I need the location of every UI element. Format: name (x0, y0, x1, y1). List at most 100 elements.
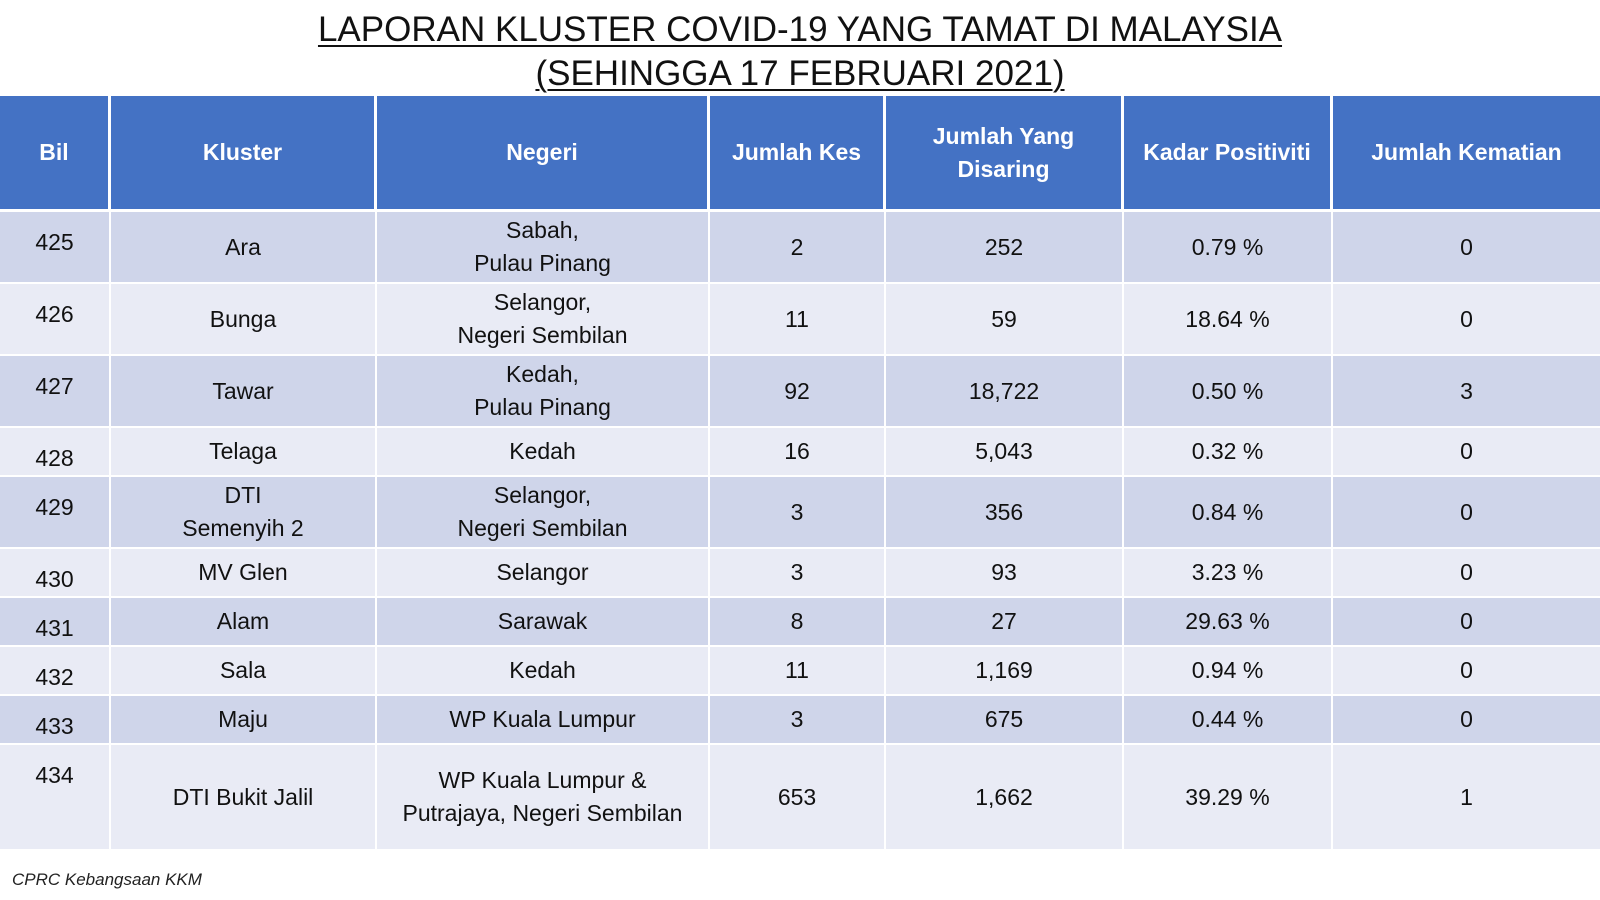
header-kadar-positiviti: Kadar Positiviti (1124, 96, 1333, 212)
cell-negeri-line: Selangor (496, 559, 589, 585)
cell-bil: 432 (0, 647, 111, 696)
table-row: 429 DTI Semenyih 2 Selangor, Negeri Sembilan… (0, 477, 1600, 549)
cell-jumlah-kes: 11 (710, 647, 886, 696)
cell-kluster: Sala (111, 647, 377, 696)
cell-jumlah-kes: 653 (710, 745, 886, 851)
cell-negeri-line: WP Kuala Lumpur & (438, 767, 647, 793)
cell-kluster-line: Sala (219, 657, 267, 683)
cell-kluster: Bunga (111, 284, 377, 356)
cell-kluster-line: MV Glen (198, 559, 288, 585)
cell-bil: 430 (0, 549, 111, 598)
report-title-line1: LAPORAN KLUSTER COVID-19 YANG TAMAT DI M… (317, 10, 1283, 49)
report-title-line2: (SEHINGGA 17 FEBRUARI 2021) (535, 54, 1065, 93)
cell-negeri-line: Sarawak (497, 608, 588, 634)
table-row: 434 DTI Bukit Jalil WP Kuala Lumpur & Putra… (0, 745, 1600, 851)
cell-jumlah-disaring: 675 (886, 696, 1124, 745)
cell-kadar-positiviti: 0.79 % (1124, 212, 1333, 284)
report-title: LAPORAN KLUSTER COVID-19 YANG TAMAT DI M… (0, 8, 1600, 96)
cell-jumlah-kes: 11 (710, 284, 886, 356)
cell-jumlah-kes: 16 (710, 428, 886, 477)
cell-kluster: MV Glen (111, 549, 377, 598)
cell-jumlah-kes: 92 (710, 356, 886, 428)
header-kluster: Kluster (111, 96, 377, 212)
cell-jumlah-kes: 8 (710, 598, 886, 647)
cell-negeri-line: Negeri Sembilan (457, 322, 628, 348)
cell-negeri-line: Sabah, (506, 217, 579, 243)
cell-negeri: WP Kuala Lumpur (377, 696, 710, 745)
cell-jumlah-kes: 3 (710, 549, 886, 598)
cell-jumlah-disaring: 93 (886, 549, 1124, 598)
cell-jumlah-kematian: 0 (1333, 284, 1600, 356)
cell-jumlah-kes: 3 (710, 696, 886, 745)
cell-kadar-positiviti: 0.94 % (1124, 647, 1333, 696)
table-row: 427 Tawar Kedah, Pulau Pinang 92 18,722 0.50 %… (0, 356, 1600, 428)
source-footer: CPRC Kebangsaan KKM (12, 870, 202, 889)
cell-kadar-positiviti: 29.63 % (1124, 598, 1333, 647)
cell-negeri: Kedah (377, 428, 710, 477)
cell-negeri: Selangor, Negeri Sembilan (377, 284, 710, 356)
cell-jumlah-disaring: 1,169 (886, 647, 1124, 696)
cell-kluster-line: Ara (225, 233, 261, 260)
cell-negeri-line: Pulau Pinang (474, 394, 611, 420)
header-jumlah-disaring: Jumlah Yang Disaring (886, 96, 1124, 212)
cell-jumlah-disaring: 252 (886, 212, 1124, 284)
cell-negeri: Selangor (377, 549, 710, 598)
cell-jumlah-kematian: 0 (1333, 647, 1600, 696)
cluster-table: Bil Kluster Negeri Jumlah Kes Jumlah Yan… (0, 96, 1600, 851)
header-bil: Bil (0, 96, 111, 212)
cell-bil: 434 (0, 745, 111, 851)
cell-jumlah-disaring: 27 (886, 598, 1124, 647)
cell-bil: 426 (0, 284, 111, 356)
cell-negeri-line: Selangor, (493, 289, 592, 315)
table-body: 425 Ara Sabah, Pulau Pinang 2 252 0.79 % 0 426 Bu… (0, 212, 1600, 851)
cell-bil: 433 (0, 696, 111, 745)
table-row: 433 Maju WP Kuala Lumpur 3 675 0.44 % 0 (0, 696, 1600, 745)
cell-kluster: Maju (111, 696, 377, 745)
cell-kluster-line: DTI Bukit Jalil (172, 783, 314, 810)
cell-jumlah-kematian: 1 (1333, 745, 1600, 851)
cell-kadar-positiviti: 3.23 % (1124, 549, 1333, 598)
cell-kluster-line: Maju (218, 706, 268, 732)
cell-negeri: Sarawak (377, 598, 710, 647)
cell-kluster-line: Tawar (212, 377, 274, 404)
cell-negeri-line: Selangor, (493, 482, 592, 508)
header-jumlah-kematian: Jumlah Kematian (1333, 96, 1600, 212)
table-header-row: Bil Kluster Negeri Jumlah Kes Jumlah Yan… (0, 96, 1600, 212)
cell-kluster-line: Bunga (209, 305, 277, 332)
cell-jumlah-disaring: 356 (886, 477, 1124, 549)
cell-negeri: Kedah, Pulau Pinang (377, 356, 710, 428)
cell-negeri-line: Kedah, (506, 361, 579, 387)
cell-kluster: Tawar (111, 356, 377, 428)
cell-kluster-line: Semenyih 2 (182, 515, 304, 541)
cell-kadar-positiviti: 18.64 % (1124, 284, 1333, 356)
cell-kadar-positiviti: 0.50 % (1124, 356, 1333, 428)
cell-kluster: Alam (111, 598, 377, 647)
cell-negeri-line: Pulau Pinang (474, 250, 611, 276)
cell-kadar-positiviti: 0.44 % (1124, 696, 1333, 745)
cell-jumlah-kematian: 0 (1333, 428, 1600, 477)
table-row: 432 Sala Kedah 11 1,169 0.94 % 0 (0, 647, 1600, 696)
cell-bil: 427 (0, 356, 111, 428)
cell-jumlah-kes: 2 (710, 212, 886, 284)
cell-bil: 429 (0, 477, 111, 549)
cell-kluster: Telaga (111, 428, 377, 477)
header-negeri: Negeri (377, 96, 710, 212)
cell-jumlah-kematian: 0 (1333, 549, 1600, 598)
cell-negeri: Kedah (377, 647, 710, 696)
cell-jumlah-kematian: 0 (1333, 696, 1600, 745)
cell-negeri: WP Kuala Lumpur & Putrajaya, Negeri Sembi… (377, 745, 710, 851)
cell-bil: 428 (0, 428, 111, 477)
cell-negeri-line: Putrajaya, Negeri Sembilan (402, 800, 683, 826)
cell-jumlah-kematian: 0 (1333, 477, 1600, 549)
cell-jumlah-kematian: 0 (1333, 212, 1600, 284)
cell-jumlah-kematian: 3 (1333, 356, 1600, 428)
cell-kluster-line: Telaga (209, 438, 277, 464)
cell-kadar-positiviti: 0.32 % (1124, 428, 1333, 477)
cell-negeri-line: Kedah (509, 657, 576, 683)
cell-kadar-positiviti: 39.29 % (1124, 745, 1333, 851)
cell-negeri: Sabah, Pulau Pinang (377, 212, 710, 284)
cell-kluster: DTI Semenyih 2 (111, 477, 377, 549)
cell-negeri-line: Kedah (509, 438, 576, 464)
table-row: 431 Alam Sarawak 8 27 29.63 % 0 (0, 598, 1600, 647)
header-disaring-line2: Disaring (957, 155, 1050, 182)
